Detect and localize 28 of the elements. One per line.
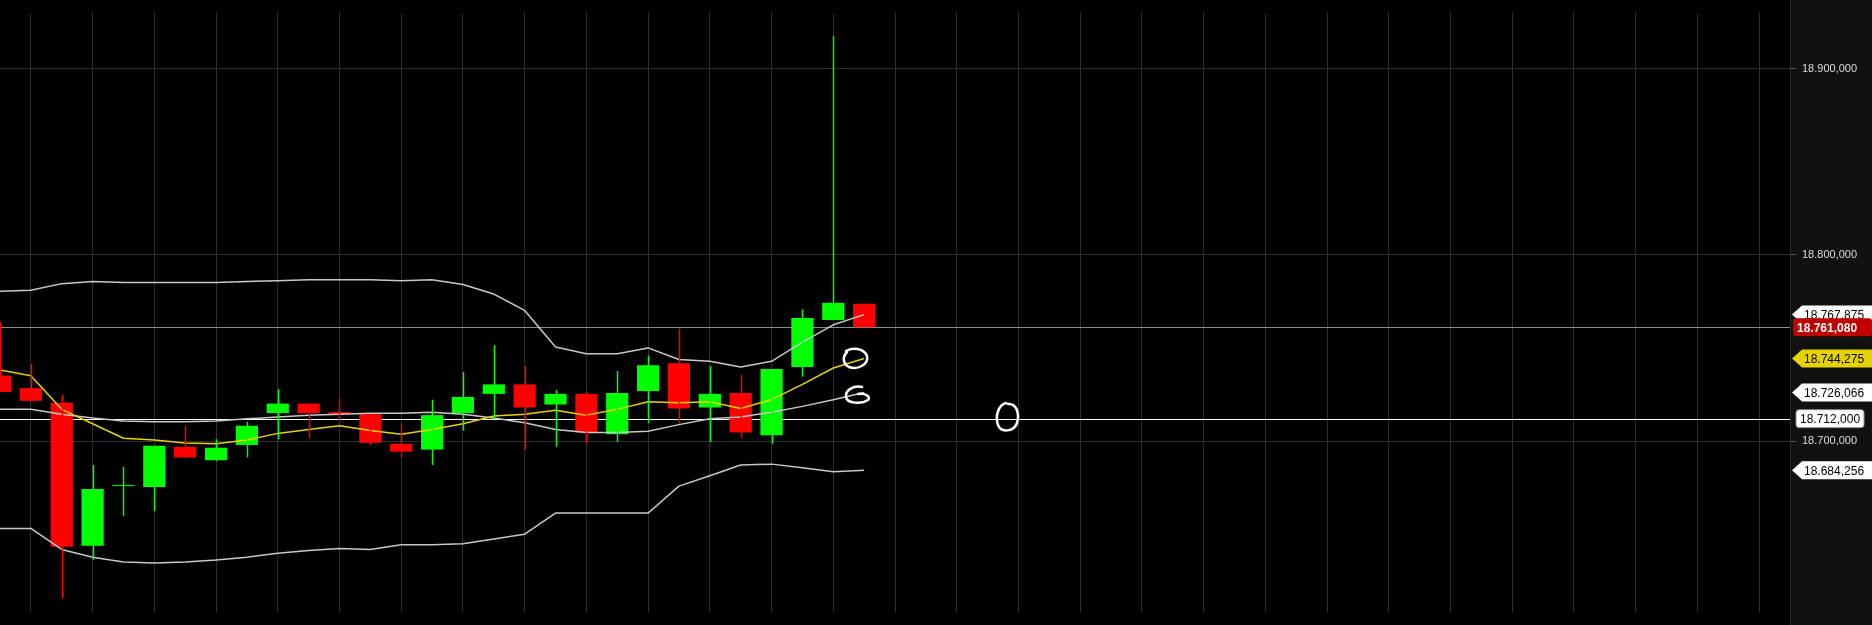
- candlestick: [853, 303, 876, 328]
- candlestick: [112, 466, 135, 517]
- text: 18.684,256: [1804, 463, 1865, 478]
- candlestick: [636, 354, 660, 424]
- text: 18.726,066: [1804, 385, 1865, 400]
- candlestick: [544, 389, 567, 448]
- candlestick: [791, 308, 814, 378]
- candlestick: [359, 413, 382, 446]
- y-tick-label: 18.700,000: [1802, 434, 1858, 447]
- candlestick: [19, 363, 42, 402]
- y-tick-label: 18.800,000: [1802, 247, 1858, 260]
- candlestick: [204, 438, 228, 462]
- candlestick: [420, 398, 444, 466]
- text: 18.744,275: [1804, 351, 1865, 366]
- y-tick-label: 18.900,000: [1802, 61, 1858, 74]
- candlestick: [482, 344, 505, 420]
- candlestick: [513, 365, 536, 451]
- candlestick: [297, 402, 320, 439]
- candlestick: [667, 327, 691, 425]
- candlestick: [81, 464, 104, 561]
- candlestick: [50, 394, 73, 600]
- ref-line-label: 18.712,000: [1800, 411, 1861, 426]
- candlestick: [760, 368, 783, 445]
- ref-line-label: 18.761,080: [1797, 320, 1858, 335]
- candlestick: [143, 445, 166, 512]
- candlestick: [266, 388, 289, 440]
- candlestick: [390, 422, 413, 459]
- candlestick: [451, 371, 475, 432]
